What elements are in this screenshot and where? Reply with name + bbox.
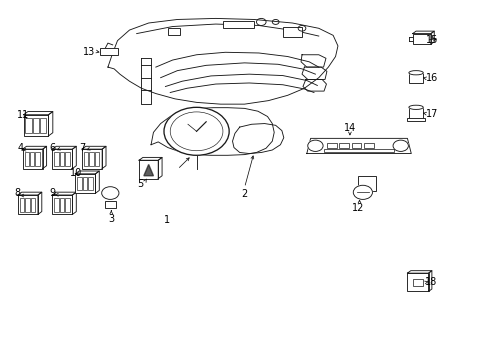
Bar (31, 198, 35, 212)
Bar (326, 143, 336, 148)
Bar (18, 195, 38, 215)
Bar (84, 152, 88, 166)
Bar (95, 152, 99, 166)
Text: 13: 13 (82, 47, 95, 57)
Bar (30, 152, 34, 166)
Bar (282, 27, 302, 37)
Bar (60, 198, 64, 212)
Text: 7: 7 (79, 143, 85, 153)
Bar (54, 152, 59, 166)
Bar (223, 21, 254, 28)
Circle shape (392, 140, 407, 152)
Polygon shape (306, 138, 410, 154)
Text: 12: 12 (352, 203, 364, 213)
Text: 1: 1 (163, 215, 170, 225)
Bar (33, 118, 39, 133)
Polygon shape (143, 165, 153, 176)
Text: 14: 14 (343, 123, 355, 133)
Bar (25, 118, 32, 133)
Bar (24, 152, 29, 166)
Text: 10: 10 (70, 168, 82, 177)
Text: 11: 11 (17, 110, 29, 120)
Bar (412, 279, 422, 286)
Bar (82, 177, 87, 190)
Circle shape (102, 187, 119, 199)
Bar (351, 143, 361, 148)
Text: 17: 17 (426, 109, 438, 119)
Bar (139, 160, 158, 179)
Text: 15: 15 (426, 35, 438, 45)
Text: 18: 18 (425, 277, 437, 287)
Text: 16: 16 (426, 73, 438, 84)
Polygon shape (232, 123, 283, 154)
Bar (408, 107, 423, 118)
Text: 4: 4 (18, 143, 24, 153)
Bar (75, 174, 95, 193)
Circle shape (307, 140, 323, 152)
Text: 6: 6 (50, 143, 56, 153)
Bar (65, 198, 69, 212)
Bar (412, 33, 430, 44)
Bar (82, 149, 102, 168)
Bar (77, 177, 81, 190)
Text: 3: 3 (108, 214, 114, 224)
Text: 2: 2 (241, 189, 247, 199)
Bar (167, 28, 180, 35)
Bar (89, 152, 94, 166)
Bar (52, 149, 72, 168)
Polygon shape (302, 67, 326, 80)
Ellipse shape (408, 105, 423, 109)
Bar (52, 195, 72, 215)
Circle shape (163, 107, 229, 155)
Circle shape (352, 185, 372, 199)
Bar (100, 48, 118, 55)
Polygon shape (151, 108, 274, 155)
Bar (339, 143, 348, 148)
Bar (407, 118, 424, 121)
Polygon shape (301, 55, 325, 67)
Bar (407, 273, 427, 292)
Polygon shape (108, 18, 337, 104)
Bar (60, 152, 64, 166)
Bar (25, 198, 30, 212)
Bar (105, 201, 115, 207)
Bar (88, 177, 92, 190)
Bar (54, 198, 59, 212)
Bar (40, 118, 45, 133)
Bar (23, 115, 48, 136)
Bar (357, 176, 376, 190)
Bar (408, 73, 423, 83)
Bar (20, 198, 24, 212)
Ellipse shape (408, 71, 423, 75)
Bar (364, 143, 373, 148)
Text: 8: 8 (15, 188, 21, 198)
Bar (65, 152, 69, 166)
Text: 9: 9 (50, 188, 56, 198)
Bar (35, 152, 40, 166)
Bar (323, 149, 394, 153)
Polygon shape (303, 80, 326, 91)
Bar (22, 149, 42, 168)
Text: 5: 5 (137, 179, 143, 189)
